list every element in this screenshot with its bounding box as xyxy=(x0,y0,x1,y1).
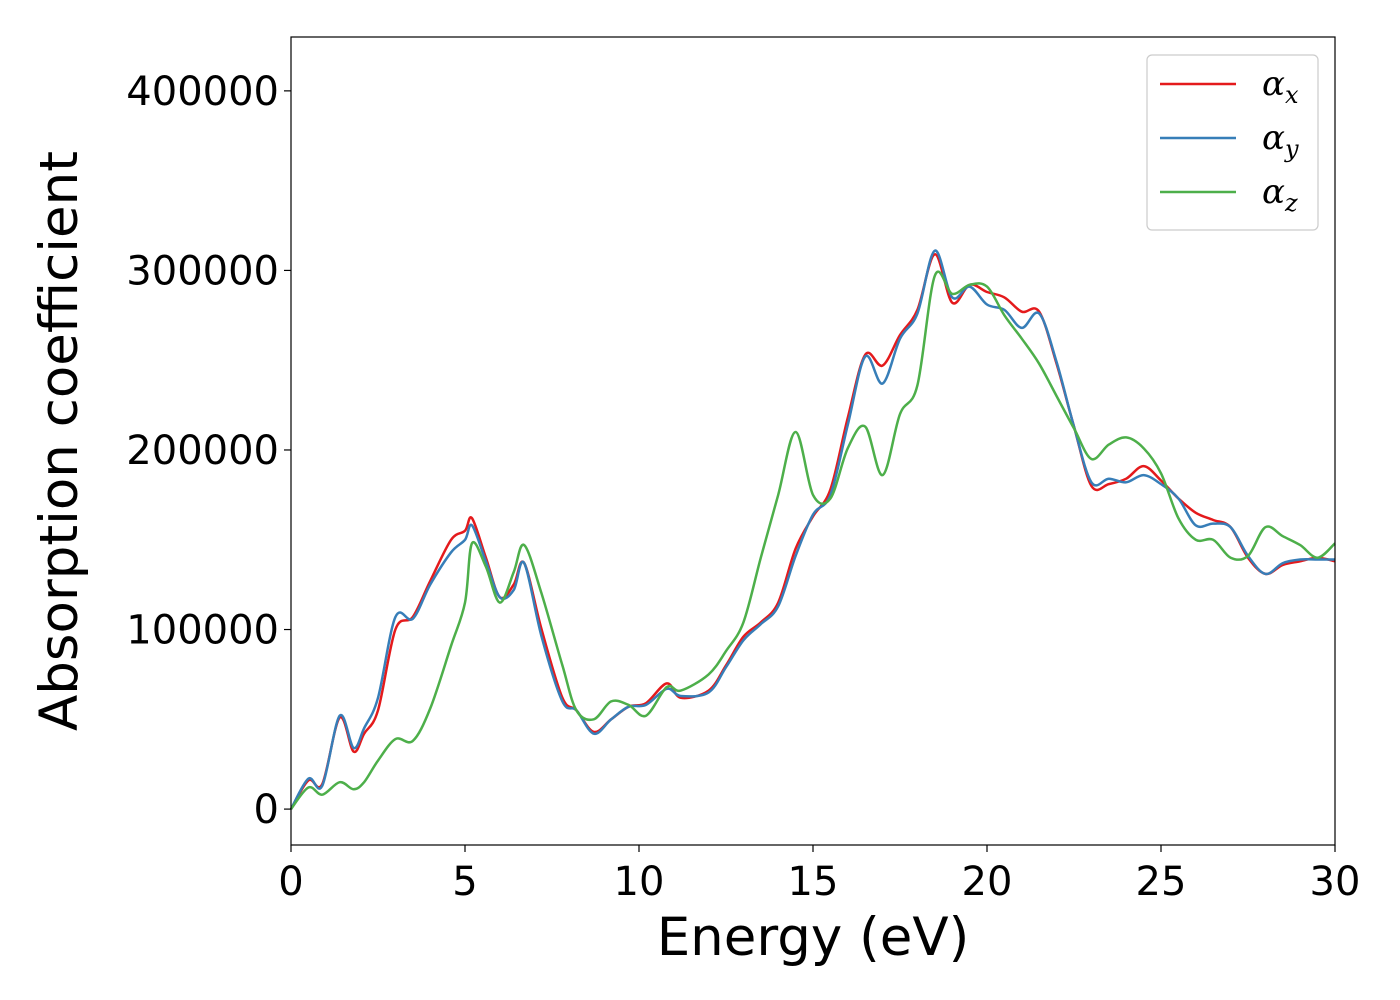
y-axis-title: Absorption coefficient xyxy=(29,151,90,731)
legend-label-x: αx xyxy=(1262,64,1299,109)
x-tick-label: 20 xyxy=(962,859,1013,905)
series-layer xyxy=(289,249,1336,810)
y-tick-label: 300000 xyxy=(126,248,279,294)
y-tick-label: 0 xyxy=(254,787,279,833)
y-axis: 0 100000 200000 300000 400000 xyxy=(126,69,291,833)
legend-label-z: αz xyxy=(1262,172,1298,217)
x-tick-label: 5 xyxy=(452,859,477,905)
series-line-z xyxy=(290,270,1336,810)
y-tick-label: 200000 xyxy=(126,428,279,474)
y-tick-label: 400000 xyxy=(126,69,279,115)
x-tick-label: 0 xyxy=(278,859,303,905)
x-axis: 0 5 10 15 20 25 30 xyxy=(278,845,1360,905)
legend-box xyxy=(1146,54,1319,231)
legend: αx αy αz xyxy=(1146,54,1319,231)
x-tick-label: 15 xyxy=(788,859,839,905)
x-tick-label: 30 xyxy=(1310,859,1361,905)
x-axis-title: Energy (eV) xyxy=(657,907,970,968)
x-tick-label: 10 xyxy=(614,859,665,905)
y-tick-label: 100000 xyxy=(126,608,279,654)
x-tick-label: 25 xyxy=(1136,859,1187,905)
legend-label-y: αy xyxy=(1262,118,1299,163)
series-line-x xyxy=(289,253,1336,810)
series-line-y xyxy=(289,249,1335,810)
